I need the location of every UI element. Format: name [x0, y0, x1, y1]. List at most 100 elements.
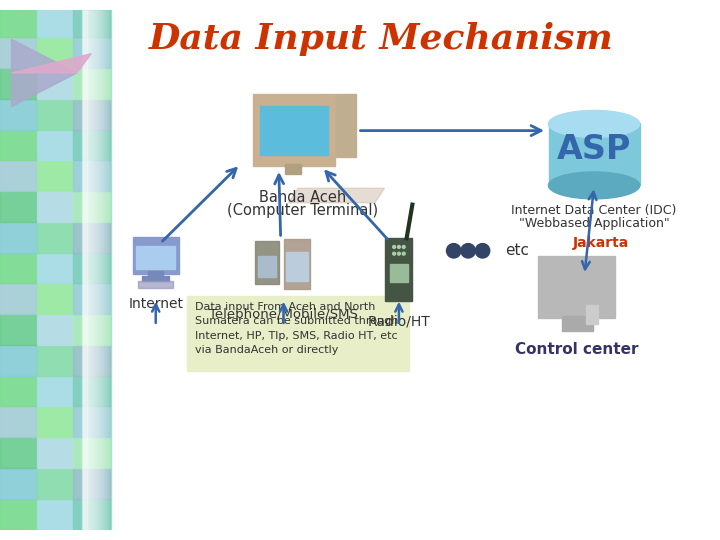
Bar [37, 499, 73, 530]
Bar [73, 468, 109, 499]
Text: Data input From Aceh and North
Sumatera can be submitted through
Internet, HP, T: Data input From Aceh and North Sumatera … [195, 302, 398, 355]
Bar [81, 10, 83, 530]
Bar [0, 222, 37, 253]
Bar [37, 99, 73, 130]
Bar [107, 10, 108, 530]
Text: Telephone/Mobile/SMS: Telephone/Mobile/SMS [209, 308, 358, 321]
Bar [0, 376, 37, 407]
Bar [73, 191, 109, 222]
Bar [255, 241, 279, 285]
Bar [37, 160, 73, 191]
Bar [37, 345, 73, 376]
Bar [37, 0, 73, 6]
Bar [106, 10, 107, 530]
Circle shape [397, 252, 400, 255]
Bar [97, 10, 98, 530]
Bar [390, 264, 408, 281]
Bar [37, 130, 73, 160]
Bar [259, 106, 328, 154]
Bar [73, 345, 109, 376]
Bar [148, 271, 163, 276]
Circle shape [392, 246, 395, 248]
Bar [102, 10, 103, 530]
Bar [73, 407, 109, 437]
Bar [73, 160, 109, 191]
Bar [562, 316, 593, 330]
Bar [84, 10, 86, 530]
Bar [73, 284, 109, 314]
Bar [99, 10, 100, 530]
Bar [37, 37, 73, 68]
Ellipse shape [549, 111, 639, 137]
Bar [0, 253, 37, 284]
Bar [0, 284, 37, 314]
Bar [37, 253, 73, 284]
Bar [37, 468, 73, 499]
Bar [73, 222, 109, 253]
Bar [73, 6, 109, 37]
Bar [73, 99, 109, 130]
Circle shape [392, 252, 395, 255]
Bar [0, 407, 37, 437]
Bar [98, 10, 99, 530]
Bar [37, 284, 73, 314]
Text: Banda Aceh: Banda Aceh [259, 190, 346, 205]
Bar [73, 130, 109, 160]
Bar [0, 437, 37, 468]
Bar [108, 10, 109, 530]
Bar [37, 191, 73, 222]
Bar [0, 99, 37, 130]
Bar [37, 407, 73, 437]
Bar [0, 37, 37, 68]
Bar [104, 10, 105, 530]
Bar [103, 10, 104, 530]
Bar [87, 10, 89, 530]
Text: etc: etc [505, 244, 528, 258]
Bar [0, 10, 111, 530]
Bar [37, 68, 73, 99]
Bar [137, 246, 175, 269]
Bar [0, 6, 37, 37]
Circle shape [402, 252, 405, 255]
Bar [258, 255, 276, 276]
Bar [109, 10, 111, 530]
Bar [0, 499, 37, 530]
Text: ASP: ASP [557, 133, 631, 166]
Bar [94, 10, 95, 530]
Bar [549, 123, 640, 185]
Bar [96, 10, 97, 530]
Bar [92, 10, 94, 530]
Circle shape [475, 244, 490, 258]
Bar [86, 10, 87, 530]
Bar [73, 0, 109, 6]
Bar [253, 94, 335, 166]
Bar [73, 499, 109, 530]
Bar [73, 253, 109, 284]
Polygon shape [289, 188, 384, 202]
Bar [0, 0, 37, 6]
Text: Internet: Internet [128, 297, 183, 311]
Bar [138, 281, 173, 288]
Circle shape [446, 244, 461, 258]
Text: Control center: Control center [515, 342, 639, 357]
Polygon shape [12, 39, 77, 106]
Text: Internet Data Center (IDC): Internet Data Center (IDC) [511, 204, 677, 217]
Bar [73, 314, 109, 345]
Bar [336, 94, 356, 157]
Bar [143, 276, 169, 281]
Bar [95, 10, 96, 530]
Bar [100, 10, 101, 530]
Bar [0, 68, 37, 99]
Bar [0, 314, 37, 345]
Bar [385, 238, 413, 301]
Bar [73, 376, 109, 407]
Circle shape [397, 246, 400, 248]
Bar [73, 68, 109, 99]
Text: Radio/HT: Radio/HT [367, 314, 431, 328]
Text: (Computer Terminal): (Computer Terminal) [228, 202, 378, 218]
Bar [0, 345, 37, 376]
Bar [73, 437, 109, 468]
Bar [73, 37, 109, 68]
Bar [539, 255, 615, 318]
Circle shape [461, 244, 475, 258]
